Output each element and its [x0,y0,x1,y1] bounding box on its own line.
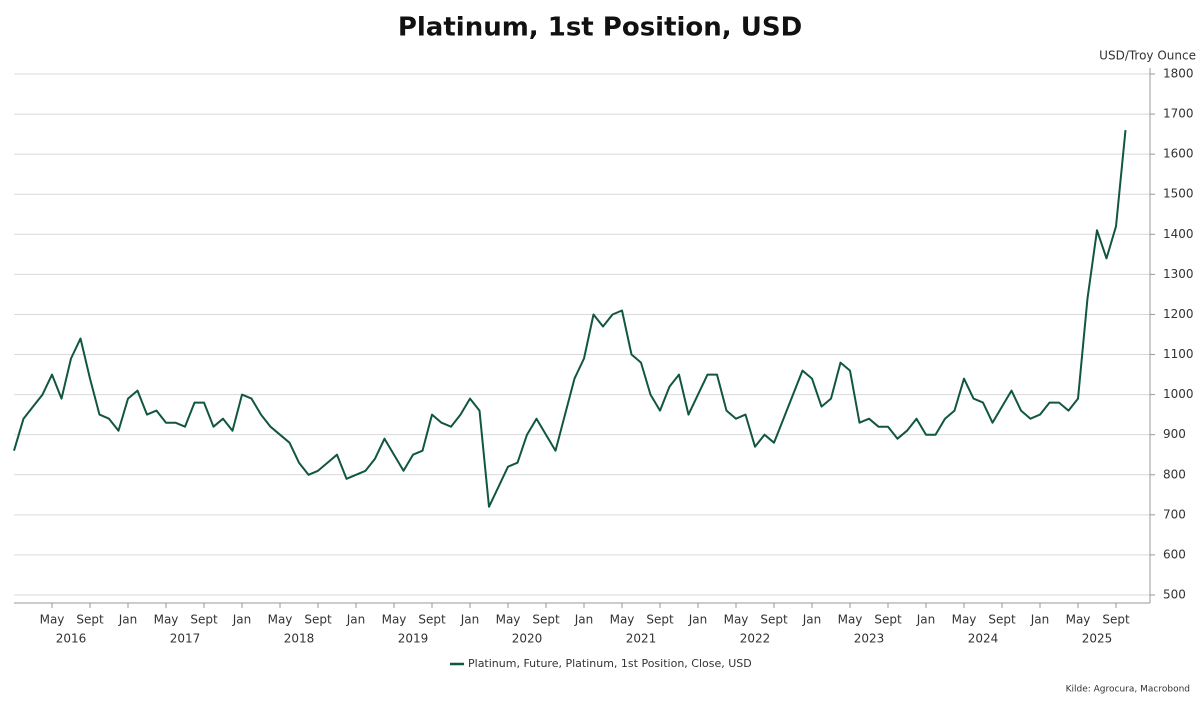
x-year-label: 2019 [398,632,429,646]
y-tick-label: 1700 [1163,107,1194,121]
y-tick-label: 800 [1163,467,1186,481]
x-year-label: 2021 [626,632,657,646]
x-tick-label: Sept [874,613,902,627]
x-tick-label: Jan [574,613,594,627]
x-tick-label: Sept [646,613,674,627]
y-tick-label: 1000 [1163,387,1194,401]
x-tick-label: May [1066,613,1091,627]
y-tick-label: 1500 [1163,187,1194,201]
x-tick-label: Jan [232,613,252,627]
y-tick-label: 1600 [1163,147,1194,161]
x-tick-label: Sept [76,613,104,627]
x-tick-label: Sept [760,613,788,627]
y-unit-label: USD/Troy Ounce [1099,49,1196,63]
x-year-label: 2020 [512,632,543,646]
x-year-label: 2017 [170,632,201,646]
chart-title: Platinum, 1st Position, USD [398,13,802,43]
x-tick-label: May [382,613,407,627]
x-tick-label: May [952,613,977,627]
x-tick-label: Jan [1030,613,1050,627]
x-tick-label: Jan [916,613,936,627]
x-tick-label: May [838,613,863,627]
x-year-label: 2018 [284,632,315,646]
x-tick-label: Sept [532,613,560,627]
x-year-label: 2016 [56,632,87,646]
x-year-label: 2022 [740,632,771,646]
y-tick-label: 1300 [1163,267,1194,281]
y-tick-label: 1200 [1163,307,1194,321]
x-tick-label: Sept [988,613,1016,627]
y-tick-label: 600 [1163,547,1186,561]
x-tick-label: Jan [802,613,822,627]
x-tick-label: May [40,613,65,627]
x-tick-label: Sept [304,613,332,627]
source: Kilde: Agrocura, Macrobond [1066,685,1190,695]
x-tick-label: May [268,613,293,627]
x-year-label: 2024 [968,632,999,646]
x-tick-label: Jan [118,613,138,627]
series-line [13,130,1127,508]
y-tick-label: 1100 [1163,347,1194,361]
x-tick-label: Jan [688,613,708,627]
x-year-label: 2025 [1082,632,1113,646]
x-tick-label: May [610,613,635,627]
y-tick-label: 900 [1163,427,1186,441]
x-tick-label: Sept [190,613,218,627]
x-tick-label: Jan [460,613,480,627]
y-tick-label: 700 [1163,507,1186,521]
x-tick-label: May [724,613,749,627]
y-tick-label: 1400 [1163,227,1194,241]
x-tick-label: Jan [346,613,366,627]
x-tick-label: Sept [1102,613,1130,627]
x-tick-label: May [154,613,179,627]
x-year-label: 2023 [854,632,885,646]
legend-label: Platinum, Future, Platinum, 1st Position… [468,657,752,670]
y-tick-label: 1800 [1163,67,1194,81]
x-tick-label: Sept [418,613,446,627]
x-tick-label: May [496,613,521,627]
y-tick-label: 500 [1163,587,1186,601]
